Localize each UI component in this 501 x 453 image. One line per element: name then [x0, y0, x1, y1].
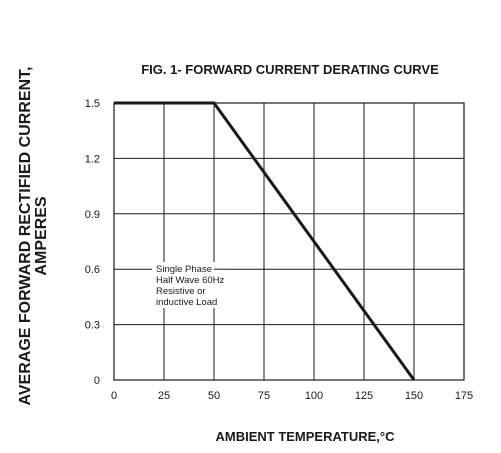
series: [114, 101, 416, 381]
y-axis-label: AVERAGE FORWARD RECTIFIED CURRENT, AMPER…: [17, 67, 50, 406]
tick-labels: 0 25 50 75 100 125 150 175 0 0.3 0.6 0.9 1.2 1.5: [85, 98, 473, 402]
y-axis-label-line1: AVERAGE FORWARD RECTIFIED CURRENT,: [17, 67, 34, 406]
x-tick-label: 25: [158, 390, 170, 402]
grid: [113, 102, 465, 381]
x-tick-label: 75: [258, 390, 270, 402]
annotation-line: Resistive or: [156, 286, 206, 297]
y-tick-label: 0.9: [85, 209, 100, 221]
y-tick-label: 0.3: [85, 320, 100, 332]
x-tick-label: 150: [405, 390, 423, 402]
y-tick-label: 1.2: [85, 153, 100, 165]
chart-title: FIG. 1- FORWARD CURRENT DERATING CURVE: [141, 62, 439, 77]
x-tick-label: 0: [111, 390, 117, 402]
annotation-line: Half Wave 60Hz: [156, 275, 225, 286]
annotation-line: Single Phase: [156, 264, 212, 275]
y-tick-label: 0: [94, 375, 100, 387]
y-tick-label: 0.6: [85, 264, 100, 276]
x-tick-label: 175: [455, 390, 473, 402]
y-tick-label: 1.5: [85, 98, 100, 110]
y-axis-label-line2: AMPERES: [33, 196, 50, 275]
x-tick-label: 125: [355, 390, 373, 402]
x-tick-label: 50: [208, 390, 220, 402]
plot-frame: [113, 102, 465, 381]
x-tick-label: 100: [305, 390, 323, 402]
derating-curve: [114, 101, 416, 381]
x-axis-label: AMBIENT TEMPERATURE,°C: [215, 429, 395, 444]
annotation-line: inductive Load: [156, 297, 217, 308]
